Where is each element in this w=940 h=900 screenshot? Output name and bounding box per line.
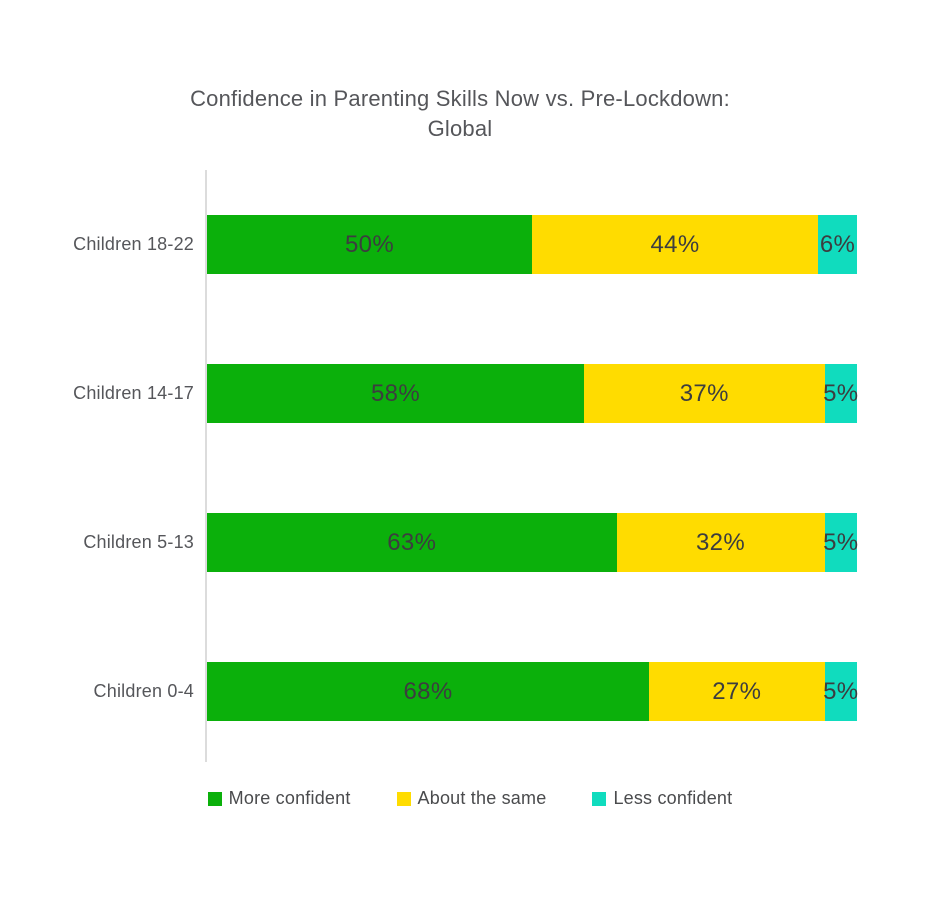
segment-value-label: 50%: [345, 230, 394, 258]
bar-row-children-0-4: Children 0-4 68% 27% 5%: [0, 617, 859, 766]
chart-title-line-1: Confidence in Parenting Skills Now vs. P…: [190, 86, 730, 111]
bar-rows: Children 18-22 50% 44% 6% Children 14-17 58% 3…: [0, 170, 940, 766]
category-label-children-18-22: Children 18-22: [73, 234, 194, 254]
stacked-bar-children-5-13: 63% 32% 5%: [207, 513, 859, 572]
plot-area: Children 18-22 50% 44% 6% Children 14-17 58% 3…: [0, 170, 940, 766]
bar-row-children-18-22: Children 18-22 50% 44% 6%: [0, 170, 857, 319]
bar-segment-about-the-same: 37%: [584, 364, 825, 423]
y-axis-line: [205, 170, 207, 762]
legend-item-about-the-same: About the same: [396, 788, 547, 809]
stacked-bar-children-14-17: 58% 37% 5%: [207, 364, 859, 423]
legend-swatch-less-confident: [592, 791, 607, 806]
bar-segment-about-the-same: 32%: [616, 513, 825, 572]
segment-value-label: 32%: [696, 528, 745, 556]
legend-label-less-confident: Less confident: [613, 788, 733, 808]
segment-value-label: 5%: [823, 677, 859, 705]
legend-item-more-confident: More confident: [207, 788, 351, 809]
legend-swatch-more-confident: [207, 791, 222, 806]
category-label-children-5-13: Children 5-13: [83, 532, 194, 552]
bar-segment-less-confident: 5%: [823, 513, 859, 572]
segment-value-label: 58%: [371, 379, 420, 407]
segment-value-label: 6%: [819, 230, 856, 258]
segment-value-label: 37%: [679, 379, 729, 407]
stacked-bar-children-0-4: 68% 27% 5%: [207, 662, 859, 721]
chart-title-line-2: Global: [427, 116, 493, 141]
bar-segment-more-confident: 63%: [207, 513, 617, 572]
segment-value-label: 5%: [823, 528, 859, 556]
segment-value-label: 63%: [387, 528, 437, 556]
legend-swatch-about-the-same: [396, 791, 411, 806]
bar-segment-more-confident: 58%: [207, 364, 584, 423]
chart-title: Confidence in Parenting Skills Now vs. P…: [0, 84, 920, 144]
legend: More confident About the same Less confide…: [0, 788, 940, 809]
bar-segment-less-confident: 5%: [823, 662, 859, 721]
segment-value-label: 68%: [403, 677, 453, 705]
category-label-children-0-4: Children 0-4: [93, 681, 194, 701]
bar-row-children-14-17: Children 14-17 58% 37% 5%: [0, 319, 859, 468]
bar-row-children-5-13: Children 5-13 63% 32% 5%: [0, 468, 859, 617]
bar-segment-about-the-same: 44%: [532, 215, 818, 274]
category-label-children-14-17: Children 14-17: [73, 383, 194, 403]
bar-segment-about-the-same: 27%: [649, 662, 825, 721]
stacked-bar-children-18-22: 50% 44% 6%: [207, 215, 857, 274]
bar-segment-less-confident: 5%: [823, 364, 859, 423]
legend-item-less-confident: Less confident: [592, 788, 732, 809]
bar-segment-more-confident: 50%: [207, 215, 532, 274]
segment-value-label: 44%: [650, 230, 700, 258]
segment-value-label: 5%: [823, 379, 859, 407]
bar-segment-less-confident: 6%: [818, 215, 857, 274]
legend-label-more-confident: More confident: [228, 788, 351, 808]
legend-label-about-the-same: About the same: [417, 788, 547, 808]
bar-segment-more-confident: 68%: [207, 662, 649, 721]
segment-value-label: 27%: [712, 677, 762, 705]
